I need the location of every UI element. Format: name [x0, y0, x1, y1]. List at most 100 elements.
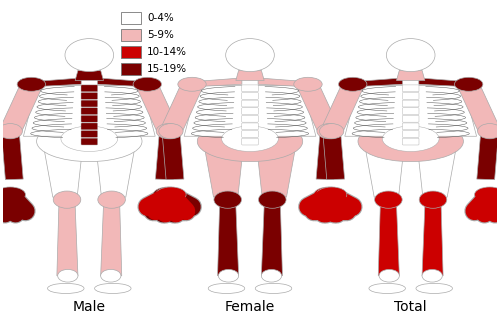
Circle shape	[258, 191, 286, 208]
Ellipse shape	[65, 39, 114, 71]
FancyBboxPatch shape	[402, 93, 419, 99]
FancyBboxPatch shape	[242, 85, 258, 92]
Polygon shape	[75, 70, 104, 80]
FancyBboxPatch shape	[242, 115, 258, 122]
Ellipse shape	[226, 39, 274, 71]
Circle shape	[419, 191, 447, 208]
Polygon shape	[156, 131, 178, 180]
Ellipse shape	[61, 126, 118, 152]
Ellipse shape	[256, 283, 292, 293]
FancyBboxPatch shape	[402, 115, 419, 122]
Polygon shape	[2, 131, 23, 180]
Polygon shape	[298, 84, 340, 133]
Circle shape	[159, 123, 183, 139]
FancyBboxPatch shape	[242, 100, 258, 107]
FancyBboxPatch shape	[122, 63, 141, 76]
FancyBboxPatch shape	[122, 12, 141, 25]
Ellipse shape	[222, 126, 278, 152]
Polygon shape	[364, 141, 405, 197]
Polygon shape	[42, 141, 83, 197]
FancyBboxPatch shape	[402, 130, 419, 137]
Polygon shape	[192, 78, 242, 87]
FancyBboxPatch shape	[81, 108, 98, 115]
Polygon shape	[32, 78, 81, 87]
Circle shape	[58, 270, 78, 282]
Ellipse shape	[386, 39, 435, 71]
Polygon shape	[162, 131, 184, 180]
Circle shape	[262, 270, 281, 282]
FancyBboxPatch shape	[81, 115, 98, 122]
Polygon shape	[204, 141, 244, 197]
FancyBboxPatch shape	[402, 138, 419, 145]
Ellipse shape	[474, 187, 500, 202]
Polygon shape	[419, 78, 469, 87]
Polygon shape	[322, 131, 344, 180]
FancyBboxPatch shape	[81, 100, 98, 107]
Polygon shape	[96, 141, 136, 197]
Ellipse shape	[156, 187, 186, 202]
Ellipse shape	[133, 77, 162, 91]
Circle shape	[214, 191, 242, 208]
FancyBboxPatch shape	[242, 138, 258, 145]
FancyBboxPatch shape	[402, 85, 419, 92]
FancyBboxPatch shape	[242, 93, 258, 99]
Polygon shape	[352, 78, 403, 87]
Circle shape	[0, 123, 22, 139]
Ellipse shape	[0, 187, 26, 202]
Ellipse shape	[36, 121, 142, 162]
FancyBboxPatch shape	[402, 123, 419, 130]
Ellipse shape	[338, 77, 367, 91]
Circle shape	[379, 270, 400, 282]
Polygon shape	[417, 141, 458, 197]
Polygon shape	[218, 205, 238, 276]
Polygon shape	[378, 205, 400, 276]
Text: 0-4%: 0-4%	[147, 13, 174, 23]
Polygon shape	[321, 84, 364, 133]
Circle shape	[320, 123, 344, 139]
Circle shape	[218, 270, 238, 282]
Circle shape	[422, 270, 442, 282]
Circle shape	[478, 123, 500, 139]
Ellipse shape	[416, 283, 453, 293]
Polygon shape	[258, 78, 308, 87]
Text: 10-14%: 10-14%	[147, 47, 187, 57]
Ellipse shape	[178, 77, 206, 91]
Polygon shape	[262, 205, 282, 276]
Ellipse shape	[198, 121, 302, 162]
FancyBboxPatch shape	[122, 46, 141, 58]
FancyBboxPatch shape	[242, 123, 258, 130]
Text: 5-9%: 5-9%	[147, 30, 174, 40]
Polygon shape	[160, 84, 202, 133]
FancyBboxPatch shape	[81, 123, 98, 130]
Circle shape	[374, 191, 402, 208]
FancyBboxPatch shape	[402, 100, 419, 107]
Ellipse shape	[294, 77, 322, 91]
FancyBboxPatch shape	[81, 138, 98, 145]
Circle shape	[156, 123, 180, 139]
Polygon shape	[236, 70, 264, 80]
Polygon shape	[396, 70, 425, 80]
Circle shape	[100, 270, 121, 282]
FancyBboxPatch shape	[402, 108, 419, 115]
Ellipse shape	[48, 283, 84, 293]
Ellipse shape	[208, 283, 244, 293]
Polygon shape	[345, 85, 476, 136]
Polygon shape	[57, 205, 78, 276]
Polygon shape	[136, 84, 179, 133]
FancyBboxPatch shape	[81, 85, 98, 92]
Circle shape	[98, 191, 126, 208]
Polygon shape	[184, 85, 316, 136]
Ellipse shape	[17, 77, 46, 91]
Polygon shape	[477, 131, 498, 180]
Ellipse shape	[369, 283, 406, 293]
Text: Male: Male	[73, 300, 106, 314]
Polygon shape	[458, 84, 500, 133]
Ellipse shape	[382, 126, 439, 152]
Text: Total: Total	[394, 300, 427, 314]
Ellipse shape	[314, 187, 344, 202]
Ellipse shape	[153, 187, 184, 202]
Text: 15-19%: 15-19%	[147, 64, 188, 74]
Ellipse shape	[316, 187, 347, 202]
Polygon shape	[256, 141, 296, 197]
FancyBboxPatch shape	[242, 108, 258, 115]
